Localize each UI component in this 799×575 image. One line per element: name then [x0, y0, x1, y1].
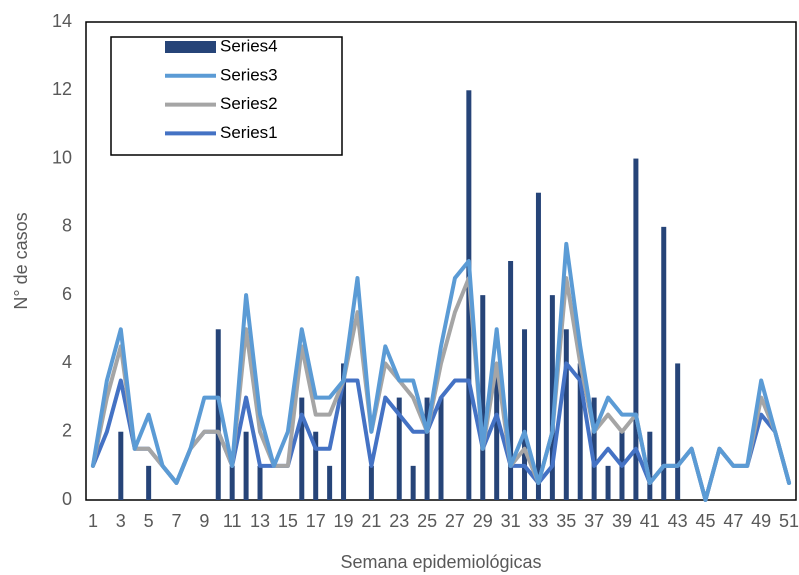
x-tick-label: 39: [612, 511, 632, 531]
line-series: [90, 241, 792, 502]
x-tick-label: 15: [278, 511, 298, 531]
y-tick-label: 0: [62, 489, 72, 509]
x-tick-label: 31: [501, 511, 521, 531]
x-tick-label: 17: [306, 511, 326, 531]
legend-label: Series3: [220, 65, 278, 84]
legend-box: [110, 36, 343, 156]
bar: [299, 397, 305, 500]
bar: [577, 363, 583, 500]
x-tick-label: 47: [723, 511, 743, 531]
x-tick-label: 1: [88, 511, 98, 531]
bar: [675, 363, 681, 500]
legend-label: Series4: [220, 36, 278, 55]
legend-swatch: [165, 41, 216, 53]
x-tick-label: 23: [389, 511, 409, 531]
bar: [563, 329, 569, 500]
x-tick-label: 5: [144, 511, 154, 531]
x-tick-label: 25: [417, 511, 437, 531]
bar: [410, 465, 416, 500]
x-tick-label: 49: [751, 511, 771, 531]
bar: [341, 363, 347, 500]
x-tick-label: 7: [171, 511, 181, 531]
x-tick-label: 51: [779, 511, 799, 531]
bar: [480, 295, 486, 500]
bar: [396, 397, 402, 500]
bar: [591, 397, 597, 500]
legend-label: Series2: [220, 94, 278, 113]
bar: [257, 465, 263, 500]
bar: [327, 465, 333, 500]
bar: [368, 465, 374, 500]
x-axis-title: Semana epidemiológicas: [340, 552, 541, 572]
bar: [633, 158, 639, 501]
x-tick-label: 21: [361, 511, 381, 531]
x-tick-label: 11: [223, 511, 242, 531]
y-tick-label: 8: [62, 216, 72, 236]
x-tick-label: 33: [528, 511, 548, 531]
x-tick-label: 13: [250, 511, 270, 531]
x-tick-label: 41: [640, 511, 660, 531]
x-tick-label: 45: [695, 511, 715, 531]
bar: [215, 329, 221, 500]
bar: [424, 397, 430, 500]
bar: [508, 261, 514, 500]
bar: [146, 465, 152, 500]
y-tick-label: 4: [62, 352, 72, 372]
bar: [535, 192, 541, 500]
bar: [243, 431, 249, 500]
x-tick-label: 3: [116, 511, 126, 531]
bar: [313, 431, 319, 500]
y-tick-label: 12: [52, 79, 72, 99]
bar: [438, 397, 444, 500]
bar: [118, 431, 124, 500]
bar: [647, 431, 653, 500]
y-axis-title: N° de casos: [11, 212, 31, 309]
bar: [549, 295, 555, 500]
bar: [494, 363, 500, 500]
legend-label: Series1: [220, 123, 278, 142]
bar: [229, 465, 235, 500]
x-tick-label: 29: [473, 511, 493, 531]
x-tick-label: 27: [445, 511, 465, 531]
bar: [661, 226, 667, 500]
x-tick-label: 9: [199, 511, 209, 531]
y-tick-label: 6: [62, 284, 72, 304]
x-tick-label: 19: [334, 511, 354, 531]
y-tick-label: 2: [62, 420, 72, 440]
x-tick-label: 35: [556, 511, 576, 531]
bar: [605, 465, 611, 500]
bar: [522, 329, 528, 500]
x-tick-label: 43: [668, 511, 688, 531]
x-tick-label: 37: [584, 511, 604, 531]
y-tick-label: 14: [52, 11, 72, 31]
y-tick-label: 10: [52, 147, 72, 167]
